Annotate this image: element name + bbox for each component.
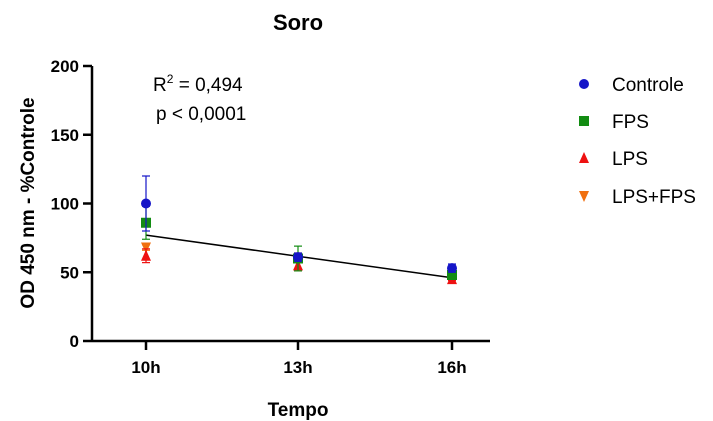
p-value-text: p < 0,0001 [156, 104, 246, 125]
legend: Controle FPS LPS LPS+FPS [579, 75, 696, 208]
x-axis: 10h 13h 16h [92, 339, 490, 377]
x-axis-label: Tempo [268, 400, 329, 421]
legend-item: LPS+FPS [579, 187, 696, 208]
y-tick-label: 0 [70, 332, 79, 351]
stats-annotation: R2 = 0,494 p < 0,0001 [153, 72, 246, 125]
r-squared-superscript: 2 [167, 72, 174, 86]
data-point-lps-fps [141, 242, 151, 254]
x-tick-label: 13h [283, 358, 312, 377]
r-squared-value: = 0,494 [173, 75, 243, 96]
y-tick-label: 100 [51, 195, 79, 214]
r-squared-prefix: R [153, 75, 167, 96]
data-point-controle [447, 263, 457, 274]
legend-item: LPS [579, 149, 648, 170]
legend-marker [579, 79, 589, 89]
y-tick-label: 150 [51, 126, 79, 145]
r-squared-text: R2 = 0,494 [153, 72, 243, 96]
data-point-controle [141, 198, 151, 209]
data-points [141, 175, 457, 285]
y-tick-label: 50 [60, 263, 79, 282]
y-axis: 0 50 100 150 200 [51, 57, 94, 351]
y-axis-label: OD 450 nm - %Controle [18, 97, 39, 308]
data-point-controle [293, 252, 303, 263]
legend-marker [579, 116, 589, 126]
chart-title: Soro [273, 10, 323, 35]
legend-label: LPS+FPS [612, 187, 696, 208]
y-tick-label: 200 [51, 57, 79, 76]
legend-label: LPS [612, 149, 648, 170]
legend-marker [579, 191, 589, 202]
x-tick-label: 16h [437, 358, 466, 377]
y-ticks: 0 50 100 150 200 [51, 57, 92, 351]
x-tick-label: 10h [131, 358, 160, 377]
legend-label: FPS [612, 112, 649, 133]
legend-item: FPS [579, 112, 649, 133]
data-point-lps [141, 249, 151, 261]
legend-label: Controle [612, 75, 684, 96]
legend-marker [579, 152, 589, 163]
data-point-fps [447, 270, 457, 280]
legend-item: Controle [579, 75, 684, 96]
x-ticks: 10h 13h 16h [131, 341, 467, 377]
